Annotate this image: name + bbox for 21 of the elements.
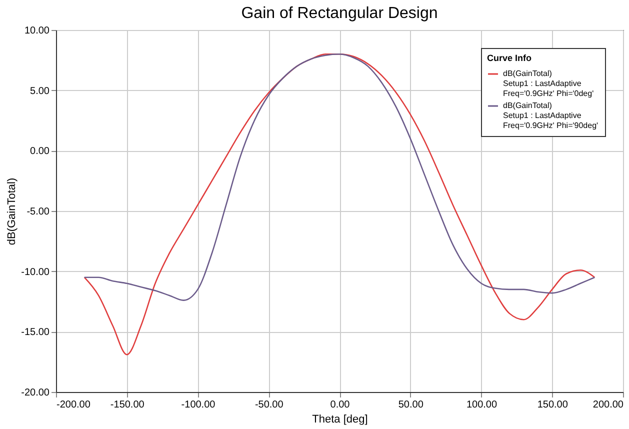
- x-tick-label: 50.00: [398, 400, 424, 410]
- x-tick-label: -200.00: [56, 400, 91, 410]
- x-tick-label: 200.00: [592, 400, 624, 410]
- y-tick-label: -20.00: [21, 388, 50, 398]
- y-tick-label: 5.00: [30, 86, 50, 97]
- y-tick-label: -15.00: [21, 327, 50, 338]
- x-tick-label: -100.00: [181, 400, 216, 410]
- y-tick-label: 0.00: [30, 146, 50, 158]
- chart-title: Gain of Rectangular Design: [241, 5, 438, 22]
- x-tick-label: -150.00: [110, 400, 145, 410]
- legend-label: dB(GainTotal) Setup1 : LastAdaptive Freq='0.9GHz' Phi='90deg': [503, 101, 599, 130]
- y-tick-label: -5.00: [26, 206, 50, 218]
- x-tick-label: 0.00: [330, 400, 350, 410]
- x-tick-label: 100.00: [466, 400, 498, 410]
- x-axis-title: Theta [deg]: [312, 414, 368, 426]
- x-tick-label: -50.00: [254, 400, 284, 410]
- x-tick-label: 150.00: [537, 400, 568, 410]
- y-axis-title: dB(GainTotal): [6, 178, 18, 246]
- y-tick-label: 10.00: [24, 26, 50, 36]
- legend-title: Curve Info: [487, 53, 532, 63]
- y-tick-label: -10.00: [21, 266, 50, 278]
